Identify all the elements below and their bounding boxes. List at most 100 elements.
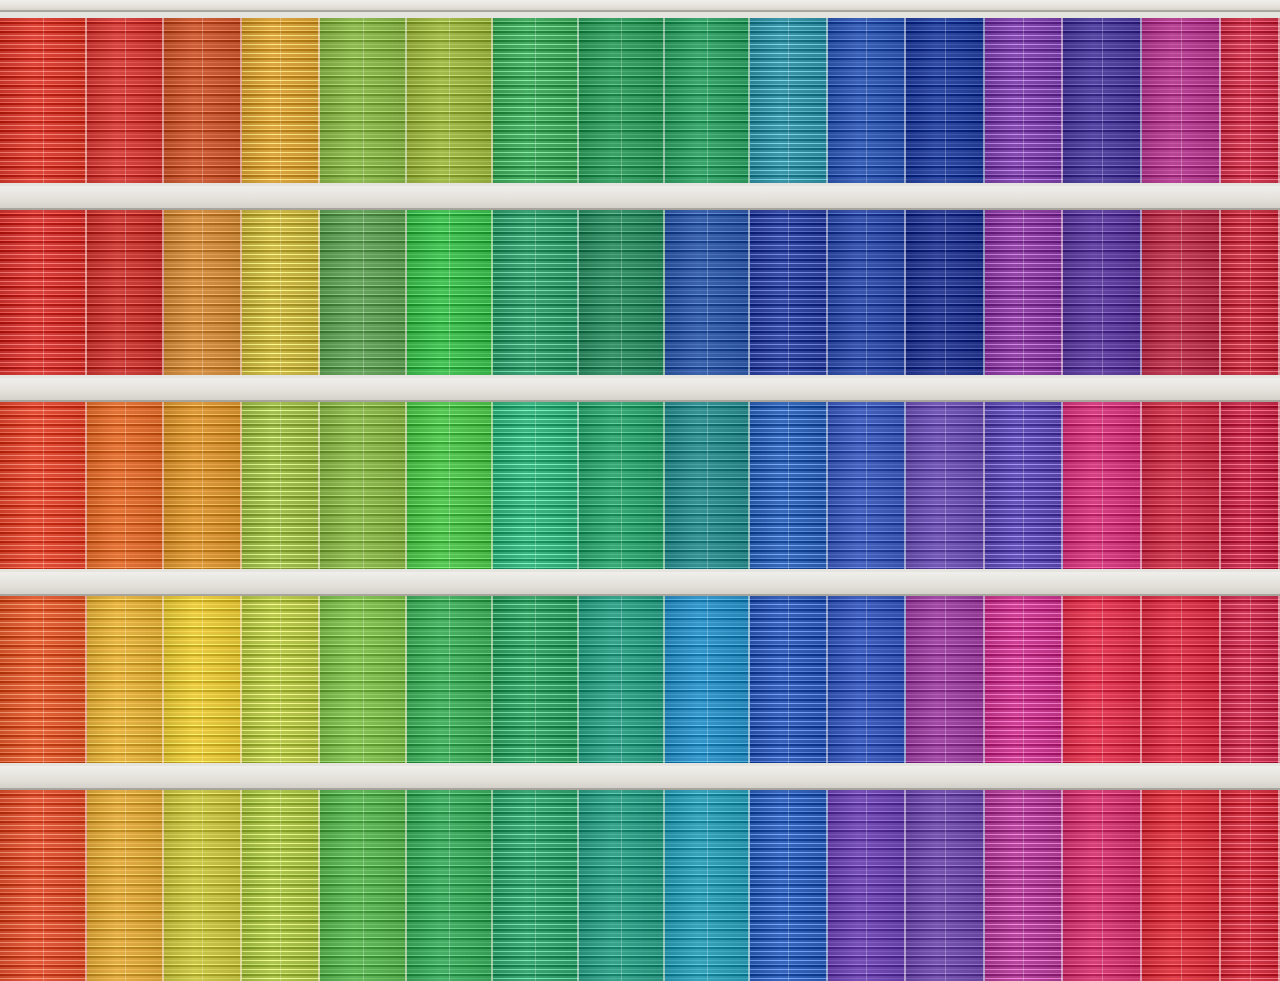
louver-panel [493,18,579,183]
window-mullion [706,790,708,981]
louver-panel [242,402,320,569]
louver-panel [0,402,87,569]
louver-panel [1063,210,1142,375]
floor-slab [0,766,1280,790]
window-mullion [535,402,536,569]
window-mullion [788,596,789,763]
louver-panel [1142,790,1221,981]
louver-panel [242,596,320,763]
window-mullion [706,210,708,375]
window-mullion [1249,790,1251,981]
floor-row [0,210,1280,375]
louver-panel [906,18,985,183]
floor-row [0,596,1280,763]
floor-row [0,790,1280,981]
window-mullion [1101,596,1103,763]
window-mullion [42,210,44,375]
louver-panel [407,402,493,569]
louver-panel [828,790,906,981]
window-mullion [535,790,536,981]
louver-panel [87,790,164,981]
louver-panel [906,790,985,981]
louver-panel [1221,402,1280,569]
window-mullion [1180,210,1182,375]
louver-panel [1142,596,1221,763]
louver-panel [906,210,985,375]
louver-panel [579,596,665,763]
louver-panel [320,18,407,183]
louver-panel [87,402,164,569]
window-mullion [124,402,126,569]
window-mullion [788,18,789,183]
window-mullion [866,210,867,375]
louver-panel [0,596,87,763]
louver-panel [1221,790,1280,981]
window-mullion [124,596,126,763]
window-mullion [1101,210,1103,375]
window-mullion [1023,790,1024,981]
window-mullion [280,790,281,981]
window-mullion [1249,210,1251,375]
louver-panel [1063,596,1142,763]
louver-panel [1063,402,1142,569]
louver-panel [407,596,493,763]
window-mullion [621,790,622,981]
louver-panel [985,18,1063,183]
louver-panel [164,18,242,183]
window-mullion [1101,790,1103,981]
louver-panel [665,210,750,375]
louver-panel [87,210,164,375]
window-mullion [124,210,126,375]
louver-panel [750,402,828,569]
louver-panel [665,790,750,981]
louver-panel [0,18,87,183]
window-mullion [1101,18,1103,183]
window-mullion [621,18,622,183]
window-mullion [1249,18,1251,183]
louver-panel [828,402,906,569]
window-mullion [202,18,203,183]
window-mullion [362,790,364,981]
window-mullion [944,596,946,763]
window-mullion [362,402,364,569]
window-mullion [621,596,622,763]
window-mullion [42,596,44,763]
window-mullion [788,210,789,375]
louver-panel [320,790,407,981]
louver-panel [164,790,242,981]
louver-panel [985,210,1063,375]
louver-panel [750,210,828,375]
window-mullion [362,210,364,375]
louver-panel [828,596,906,763]
louver-panel [493,210,579,375]
window-mullion [202,790,203,981]
window-mullion [1023,210,1024,375]
window-mullion [449,596,450,763]
louver-panel [579,402,665,569]
window-mullion [1101,402,1103,569]
louver-panel [493,790,579,981]
window-mullion [280,18,281,183]
louver-panel [906,596,985,763]
louver-panel [985,596,1063,763]
window-mullion [1180,596,1182,763]
window-mullion [202,210,203,375]
louver-panel [407,18,493,183]
louver-panel [828,18,906,183]
window-mullion [866,18,867,183]
louver-panel [1142,402,1221,569]
louver-panel [985,402,1063,569]
window-mullion [866,402,867,569]
louver-panel [0,790,87,981]
floor-slab [0,0,1280,12]
window-mullion [1180,18,1182,183]
window-mullion [449,18,450,183]
floor-row [0,18,1280,183]
louver-panel [1063,18,1142,183]
window-mullion [280,596,281,763]
window-mullion [944,402,946,569]
window-mullion [449,210,450,375]
window-mullion [706,18,708,183]
window-mullion [280,402,281,569]
